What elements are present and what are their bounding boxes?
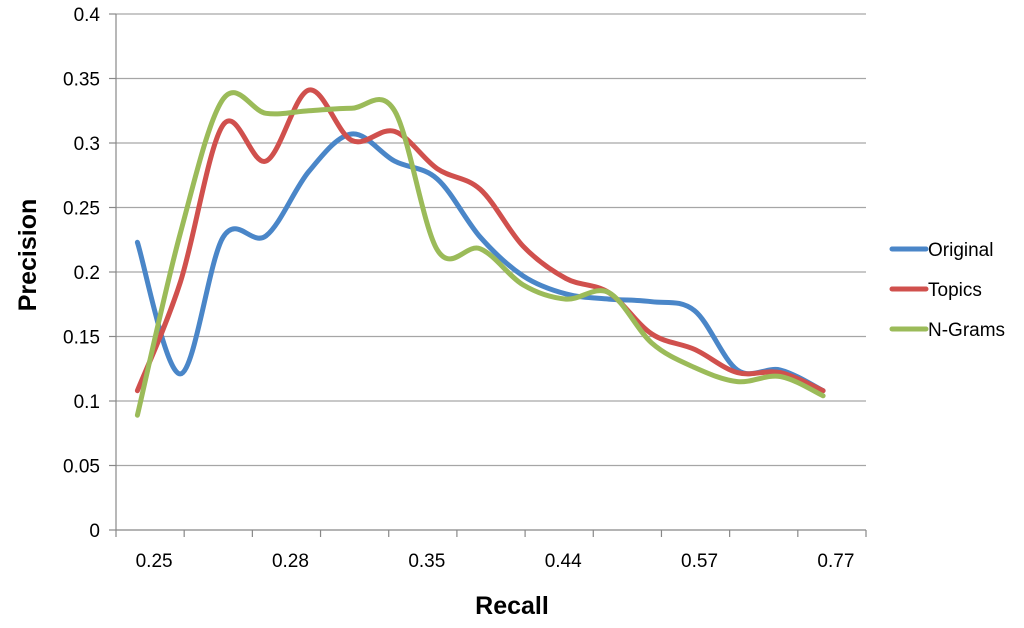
y-tick-label: 0.05 [63, 457, 100, 478]
legend: Original Topics N-Grams [889, 240, 1005, 341]
y-tick-label: 0.25 [63, 199, 100, 220]
y-tick-label: 0.35 [63, 70, 100, 91]
x-tick-label: 0.25 [136, 551, 173, 572]
x-tick-label: 0.28 [272, 551, 309, 572]
series-line-original [134, 131, 826, 394]
x-tick-label: 0.44 [545, 551, 582, 572]
x-axis-title: Recall [475, 592, 549, 620]
y-tick-label: 0.3 [74, 134, 100, 155]
y-tick-label: 0 [89, 521, 100, 542]
y-tick-label: 0.1 [74, 392, 100, 413]
x-tick-label: 0.57 [681, 551, 718, 572]
x-tick-label: 0.77 [817, 551, 854, 572]
y-axis-title: Precision [14, 199, 42, 312]
series-lines [134, 87, 826, 418]
legend-label: N-Grams [928, 320, 1005, 341]
series-line-topics [134, 87, 826, 394]
grid-lines [116, 13, 866, 467]
y-tick-label: 0.2 [74, 263, 100, 284]
legend-label: Topics [928, 280, 982, 301]
legend-label: Original [928, 240, 993, 261]
y-tick-label: 0.15 [63, 328, 100, 349]
x-tick-label: 0.35 [408, 551, 445, 572]
y-tick-label: 0.4 [74, 5, 101, 26]
axes: 0 0.05 0.1 0.15 0.2 0.25 0.3 0.35 0.4 0.25 0.28 0.3… [63, 5, 867, 572]
series-line-n-grams [134, 90, 826, 418]
